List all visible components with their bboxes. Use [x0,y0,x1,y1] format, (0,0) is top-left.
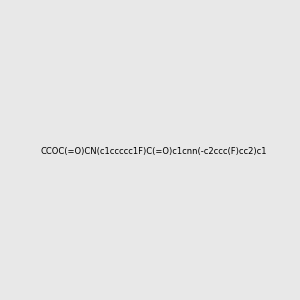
Text: CCOC(=O)CN(c1ccccc1F)C(=O)c1cnn(-c2ccc(F)cc2)c1: CCOC(=O)CN(c1ccccc1F)C(=O)c1cnn(-c2ccc(F… [40,147,267,156]
